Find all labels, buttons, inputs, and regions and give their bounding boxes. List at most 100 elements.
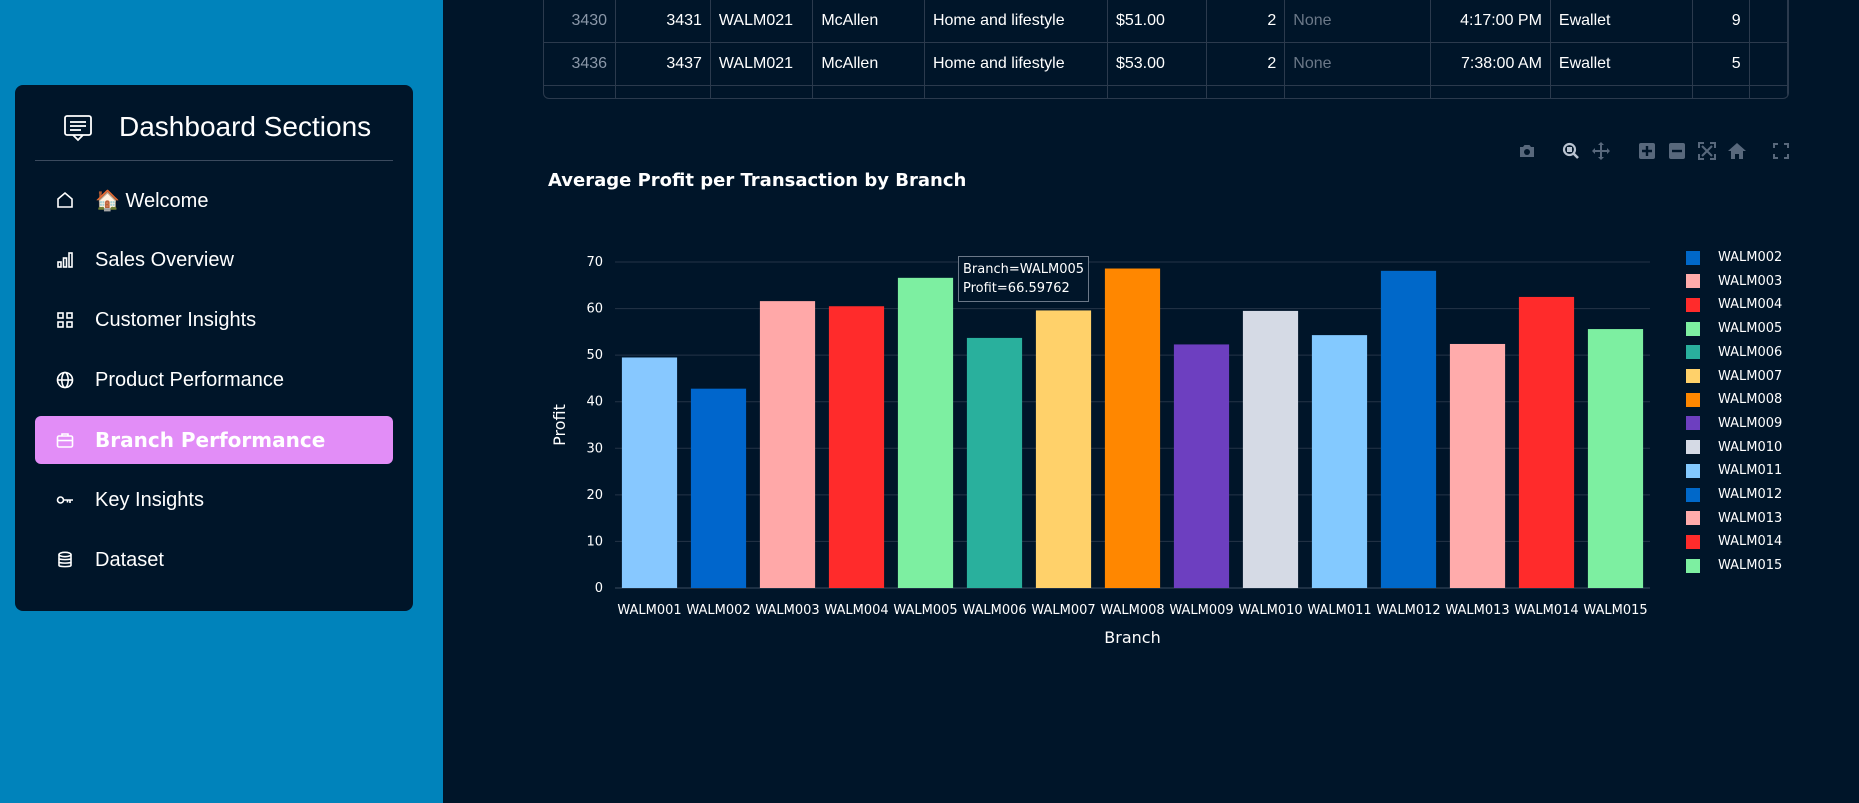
legend-item[interactable]: WALM014	[1686, 534, 1782, 549]
sidebar-item-product-performance[interactable]: Product Performance	[35, 356, 393, 404]
legend-item[interactable]: WALM007	[1686, 369, 1782, 384]
data-table[interactable]: 3430 3431 WALM021 McAllen Home and lifestyle…	[543, 0, 1789, 99]
bar-chart[interactable]: 0 10 20 30 40 50 60 70 WALM001 WALM002 WALM003 WAL…	[540, 220, 1660, 660]
sidebar-item-dataset[interactable]: Dataset	[35, 536, 393, 584]
legend-item[interactable]: WALM011	[1686, 463, 1782, 478]
table-row[interactable]: 3430 3431 WALM021 McAllen Home and lifestyle…	[544, 0, 1788, 43]
bar-walm005[interactable]	[897, 277, 954, 588]
table-cell[interactable]: $51.00	[1107, 0, 1207, 43]
table-cell[interactable]: 3430	[544, 0, 617, 43]
legend-item[interactable]: WALM010	[1686, 440, 1782, 455]
bar-walm013[interactable]	[1449, 343, 1506, 588]
camera-icon[interactable]	[1515, 139, 1539, 163]
menu-title: Dashboard Sections	[35, 107, 395, 147]
bar-walm007[interactable]	[1035, 310, 1092, 588]
sidebar-item-customer-insights[interactable]: Customer Insights	[35, 296, 393, 344]
sidebar-item-sales-overview[interactable]: Sales Overview	[35, 236, 393, 284]
legend-swatch	[1686, 392, 1700, 407]
table-cell	[1550, 85, 1694, 98]
legend-item[interactable]: WALM009	[1686, 416, 1782, 431]
sidebar-item-welcome[interactable]: 🏠 Welcome	[35, 176, 393, 224]
legend-item[interactable]: WALM004	[1686, 297, 1782, 312]
legend-item[interactable]: WALM013	[1686, 511, 1782, 526]
legend-item[interactable]: WALM012	[1686, 487, 1782, 502]
table-cell[interactable]: 5	[1692, 42, 1750, 86]
legend-label: WALM012	[1718, 487, 1783, 502]
bar-walm004[interactable]	[828, 306, 885, 588]
table-cell[interactable]: 2	[1206, 42, 1286, 86]
bar-walm012[interactable]	[1380, 270, 1437, 588]
table-cell[interactable]: Ewallet	[1550, 42, 1694, 86]
bar-walm002[interactable]	[690, 388, 747, 588]
x-tick-label: WALM012	[1376, 603, 1440, 618]
legend-label: WALM006	[1718, 344, 1783, 360]
sidebar-item-branch-performance[interactable]: Branch Performance	[35, 416, 393, 464]
legend-item[interactable]: WALM008	[1686, 392, 1782, 407]
legend-item[interactable]: WALM002	[1686, 250, 1782, 265]
table-cell[interactable]: 2	[1206, 0, 1286, 43]
bar-walm003[interactable]	[759, 301, 816, 588]
x-tick-label: WALM015	[1583, 603, 1647, 618]
y-axis-label: Profit	[550, 404, 569, 446]
legend-item[interactable]: WALM003	[1686, 274, 1782, 289]
table-cell	[1692, 85, 1750, 98]
table-cell[interactable]: None	[1284, 42, 1431, 86]
table-cell[interactable]: 9	[1692, 0, 1750, 43]
table-cell	[1206, 85, 1286, 98]
zoom-icon[interactable]	[1559, 139, 1583, 163]
sidebar-item-key-insights[interactable]: Key Insights	[35, 476, 393, 524]
sidebar-item-label: Branch Performance	[95, 428, 326, 452]
table-cell[interactable]: 4:17:00 PM	[1430, 0, 1551, 43]
table-cell[interactable]: 3436	[544, 42, 617, 86]
table-cell[interactable]: $53.00	[1107, 42, 1207, 86]
table-cell[interactable]: WALM021	[710, 42, 814, 86]
zoom-out-icon[interactable]	[1665, 139, 1689, 163]
legend-label: WALM010	[1718, 439, 1783, 455]
menu-title-label: Dashboard Sections	[119, 111, 372, 142]
legend-swatch	[1686, 250, 1700, 265]
bar-walm006[interactable]	[966, 337, 1023, 588]
x-tick-label: WALM013	[1445, 603, 1509, 618]
bar-walm009[interactable]	[1173, 344, 1230, 588]
table-cell[interactable]: WALM021	[710, 0, 814, 43]
table-row[interactable]: 3436 3437 WALM021 McAllen Home and lifestyle…	[544, 42, 1788, 86]
fullscreen-icon[interactable]	[1769, 139, 1793, 163]
legend-swatch	[1686, 440, 1700, 455]
menu-list-icon	[63, 112, 93, 142]
table-cell[interactable]: 7:38:00 AM	[1430, 42, 1551, 86]
autoscale-icon[interactable]	[1695, 139, 1719, 163]
legend-item[interactable]: WALM005	[1686, 321, 1782, 336]
table-cell[interactable]: 3431	[615, 0, 711, 43]
y-tick-label: 30	[586, 441, 603, 456]
bar-walm014[interactable]	[1518, 296, 1575, 588]
legend-swatch	[1686, 297, 1700, 312]
reset-axes-icon[interactable]	[1725, 139, 1749, 163]
zoom-in-icon[interactable]	[1635, 139, 1659, 163]
table-cell[interactable]: Home and lifestyle	[924, 0, 1108, 43]
table-cell	[544, 85, 617, 98]
legend-swatch	[1686, 511, 1700, 526]
pan-icon[interactable]	[1589, 139, 1613, 163]
x-tick-label: WALM007	[1031, 603, 1095, 618]
table-cell[interactable]: 3437	[615, 42, 711, 86]
table-cell	[710, 85, 814, 98]
globe-icon	[53, 368, 77, 392]
bar-walm011[interactable]	[1311, 335, 1368, 588]
legend-label: WALM005	[1718, 321, 1783, 337]
legend-label: WALM003	[1718, 273, 1783, 289]
legend-swatch	[1686, 463, 1700, 478]
tooltip-profit: Profit=66.59762	[963, 281, 1070, 296]
legend-item[interactable]: WALM015	[1686, 558, 1782, 573]
bar-walm010[interactable]	[1242, 310, 1299, 588]
bar-walm008[interactable]	[1104, 268, 1161, 588]
table-cell[interactable]: McAllen	[812, 0, 925, 43]
bar-walm015[interactable]	[1587, 329, 1644, 588]
table-cell[interactable]: None	[1284, 0, 1431, 43]
bar-walm001[interactable]	[621, 357, 678, 588]
table-cell[interactable]: McAllen	[812, 42, 925, 86]
legend-item[interactable]: WALM006	[1686, 345, 1782, 360]
table-cell[interactable]: Home and lifestyle	[924, 42, 1108, 86]
table-row[interactable]	[544, 85, 1788, 98]
dashboard-sections-menu: Dashboard Sections 🏠 Welcome Sales Overv…	[15, 85, 413, 611]
table-cell[interactable]: Ewallet	[1550, 0, 1694, 43]
